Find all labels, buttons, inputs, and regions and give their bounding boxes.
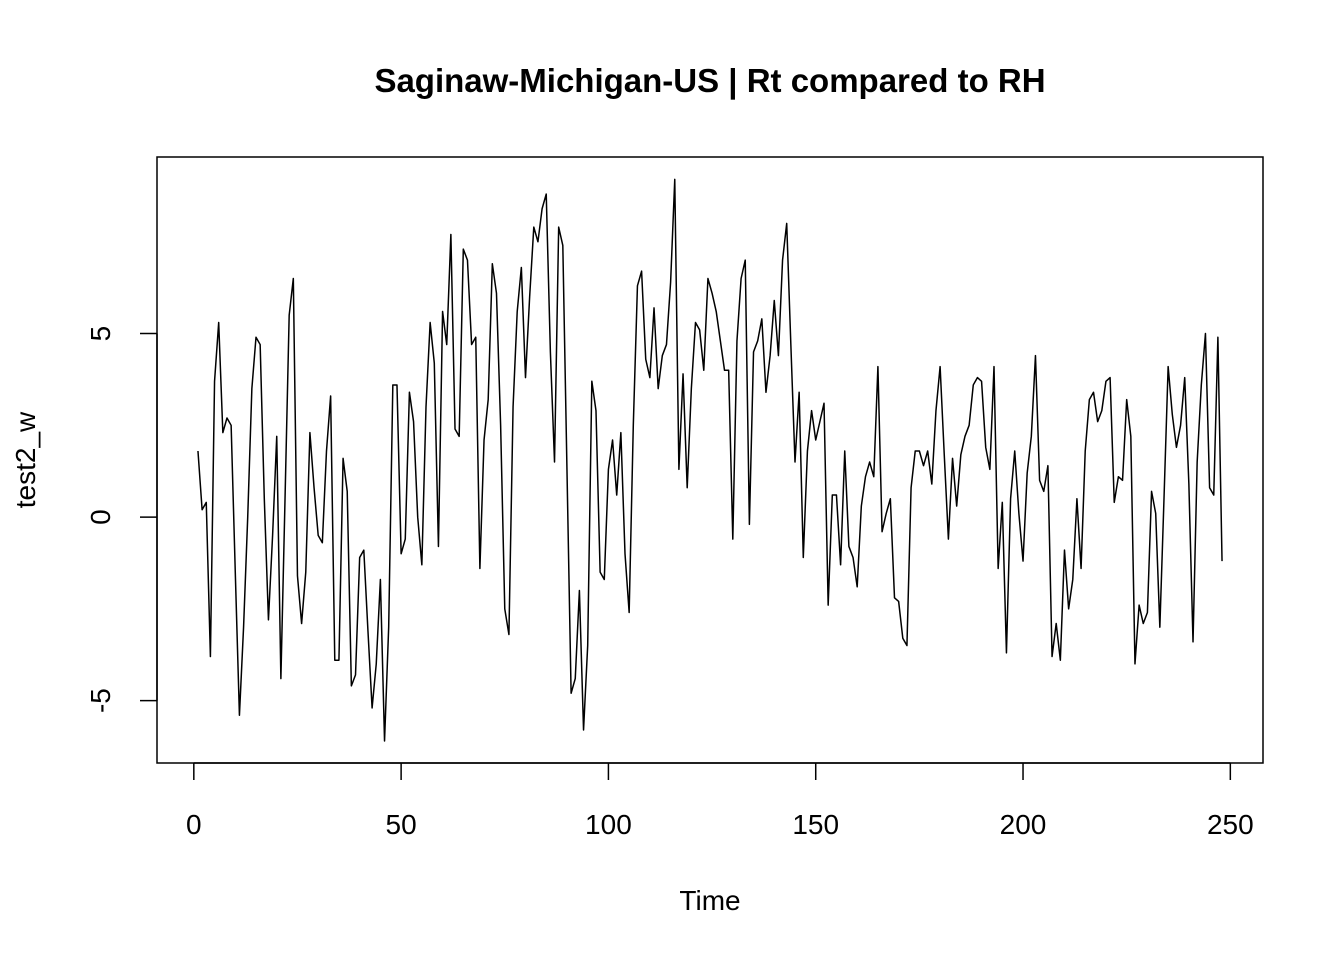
- x-tick-label: 100: [585, 809, 632, 840]
- y-axis-label: test2_w: [10, 411, 41, 508]
- x-tick-label: 150: [792, 809, 839, 840]
- y-tick-label: -5: [85, 688, 116, 713]
- chart-title: Saginaw-Michigan-US | Rt compared to RH: [374, 62, 1045, 99]
- x-tick-label: 200: [1000, 809, 1047, 840]
- x-tick-label: 50: [386, 809, 417, 840]
- series-line: [197, 178, 1223, 742]
- x-tick-label: 0: [186, 809, 202, 840]
- x-axis-label: Time: [679, 885, 740, 916]
- y-tick-label: 5: [85, 326, 116, 342]
- x-tick-label: 250: [1207, 809, 1254, 840]
- y-tick-label: 0: [85, 509, 116, 525]
